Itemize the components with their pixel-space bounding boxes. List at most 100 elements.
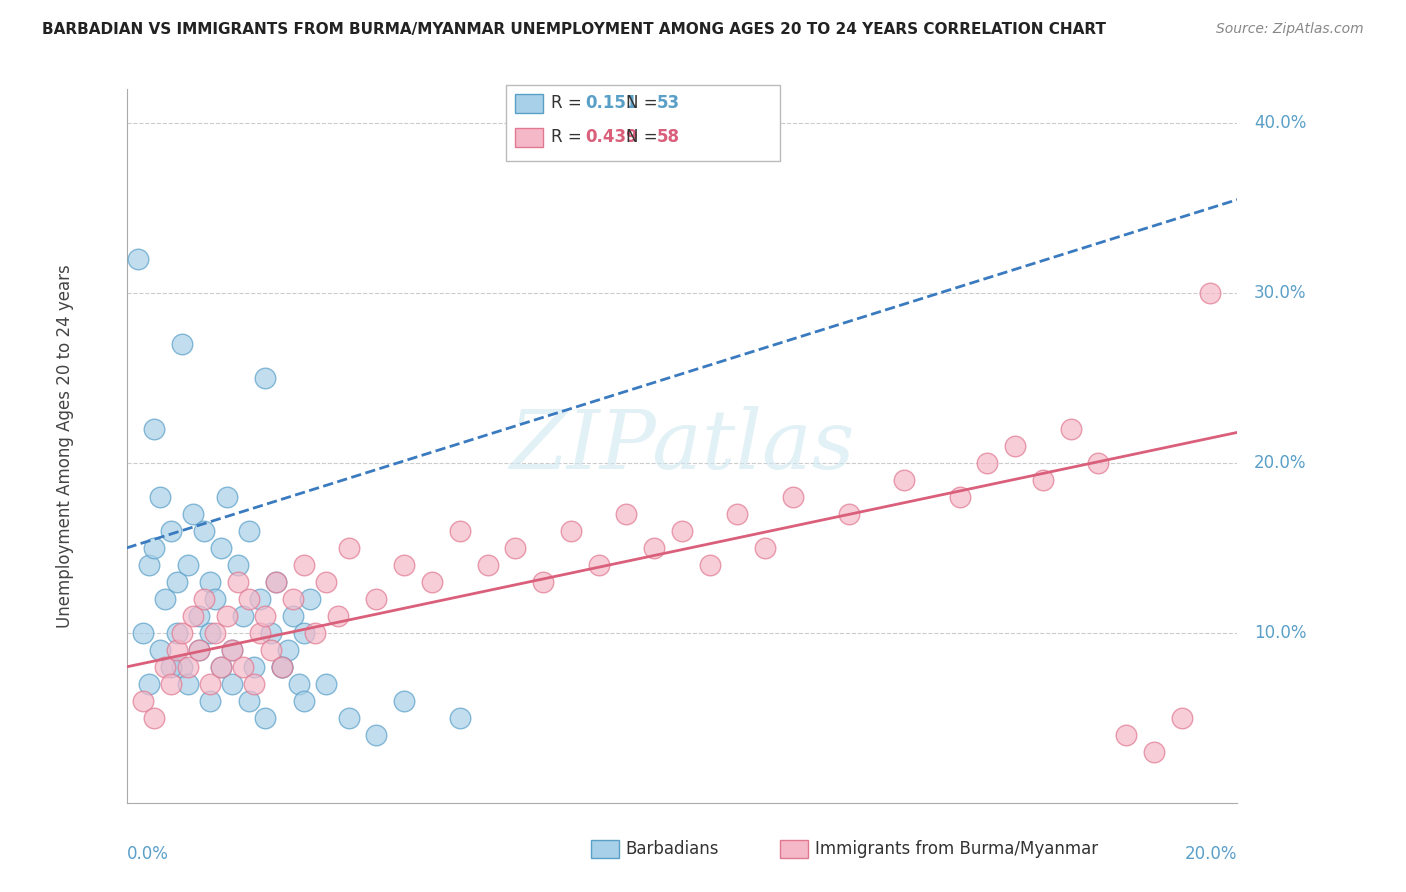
Point [1087, 456, 1109, 470]
Text: 0.151: 0.151 [585, 95, 637, 112]
Point [260, 626, 283, 640]
Point [232, 660, 254, 674]
Text: N =: N = [626, 128, 662, 146]
Point [176, 558, 198, 572]
Point [266, 574, 288, 589]
Point [166, 574, 188, 589]
Point [643, 541, 665, 555]
Point [782, 490, 804, 504]
Point [394, 558, 416, 572]
Point [209, 660, 232, 674]
Point [198, 626, 221, 640]
Point [503, 541, 526, 555]
Point [132, 626, 155, 640]
Point [198, 677, 221, 691]
Point [560, 524, 582, 538]
Point [187, 643, 209, 657]
Point [277, 643, 299, 657]
Point [149, 490, 172, 504]
Text: Barbadians: Barbadians [626, 840, 720, 858]
Point [166, 626, 188, 640]
Point [287, 677, 309, 691]
Point [266, 574, 288, 589]
Point [226, 574, 249, 589]
Point [143, 541, 166, 555]
Text: 53: 53 [657, 95, 679, 112]
Point [366, 728, 388, 742]
Point [172, 337, 194, 351]
Point [249, 591, 271, 606]
Point [1198, 286, 1220, 301]
Point [337, 711, 360, 725]
Point [209, 660, 232, 674]
Point [160, 677, 183, 691]
Point [254, 711, 277, 725]
Point [281, 608, 304, 623]
Point [215, 490, 238, 504]
Point [614, 507, 637, 521]
Point [155, 660, 177, 674]
Point [143, 711, 166, 725]
Point [893, 473, 915, 487]
Point [1032, 473, 1054, 487]
Point [238, 694, 260, 708]
Point [198, 574, 221, 589]
Point [155, 591, 177, 606]
Point [271, 660, 294, 674]
Text: ZIPatlas: ZIPatlas [509, 406, 855, 486]
Point [366, 591, 388, 606]
Point [671, 524, 693, 538]
Point [198, 694, 221, 708]
Point [204, 591, 226, 606]
Point [181, 507, 204, 521]
Point [292, 626, 315, 640]
Point [221, 643, 243, 657]
Point [1143, 745, 1166, 759]
Point [948, 490, 970, 504]
Point [172, 660, 194, 674]
Point [254, 608, 277, 623]
Point [149, 643, 172, 657]
Point [304, 626, 326, 640]
Point [699, 558, 721, 572]
Point [271, 660, 294, 674]
Point [232, 608, 254, 623]
Point [754, 541, 776, 555]
Text: 0.0%: 0.0% [127, 846, 169, 863]
Point [531, 574, 554, 589]
Point [176, 677, 198, 691]
Point [226, 558, 249, 572]
Point [337, 541, 360, 555]
Text: 20.0%: 20.0% [1254, 454, 1306, 472]
Point [315, 677, 337, 691]
Point [1170, 711, 1192, 725]
Point [394, 694, 416, 708]
Point [315, 574, 337, 589]
Point [138, 558, 160, 572]
Point [215, 608, 238, 623]
Point [221, 643, 243, 657]
Text: R =: R = [551, 95, 588, 112]
Point [420, 574, 443, 589]
Text: Source: ZipAtlas.com: Source: ZipAtlas.com [1216, 22, 1364, 37]
Text: 58: 58 [657, 128, 679, 146]
Text: 0.439: 0.439 [585, 128, 638, 146]
Point [976, 456, 998, 470]
Point [221, 677, 243, 691]
Point [193, 524, 215, 538]
Point [187, 643, 209, 657]
Point [172, 626, 194, 640]
Point [160, 660, 183, 674]
Point [727, 507, 749, 521]
Point [238, 591, 260, 606]
Point [1060, 422, 1083, 436]
Point [588, 558, 610, 572]
Point [138, 677, 160, 691]
Text: 20.0%: 20.0% [1185, 846, 1237, 863]
Point [449, 711, 471, 725]
Text: Immigrants from Burma/Myanmar: Immigrants from Burma/Myanmar [815, 840, 1098, 858]
Point [127, 252, 149, 266]
Point [132, 694, 155, 708]
Point [271, 660, 294, 674]
Point [238, 524, 260, 538]
